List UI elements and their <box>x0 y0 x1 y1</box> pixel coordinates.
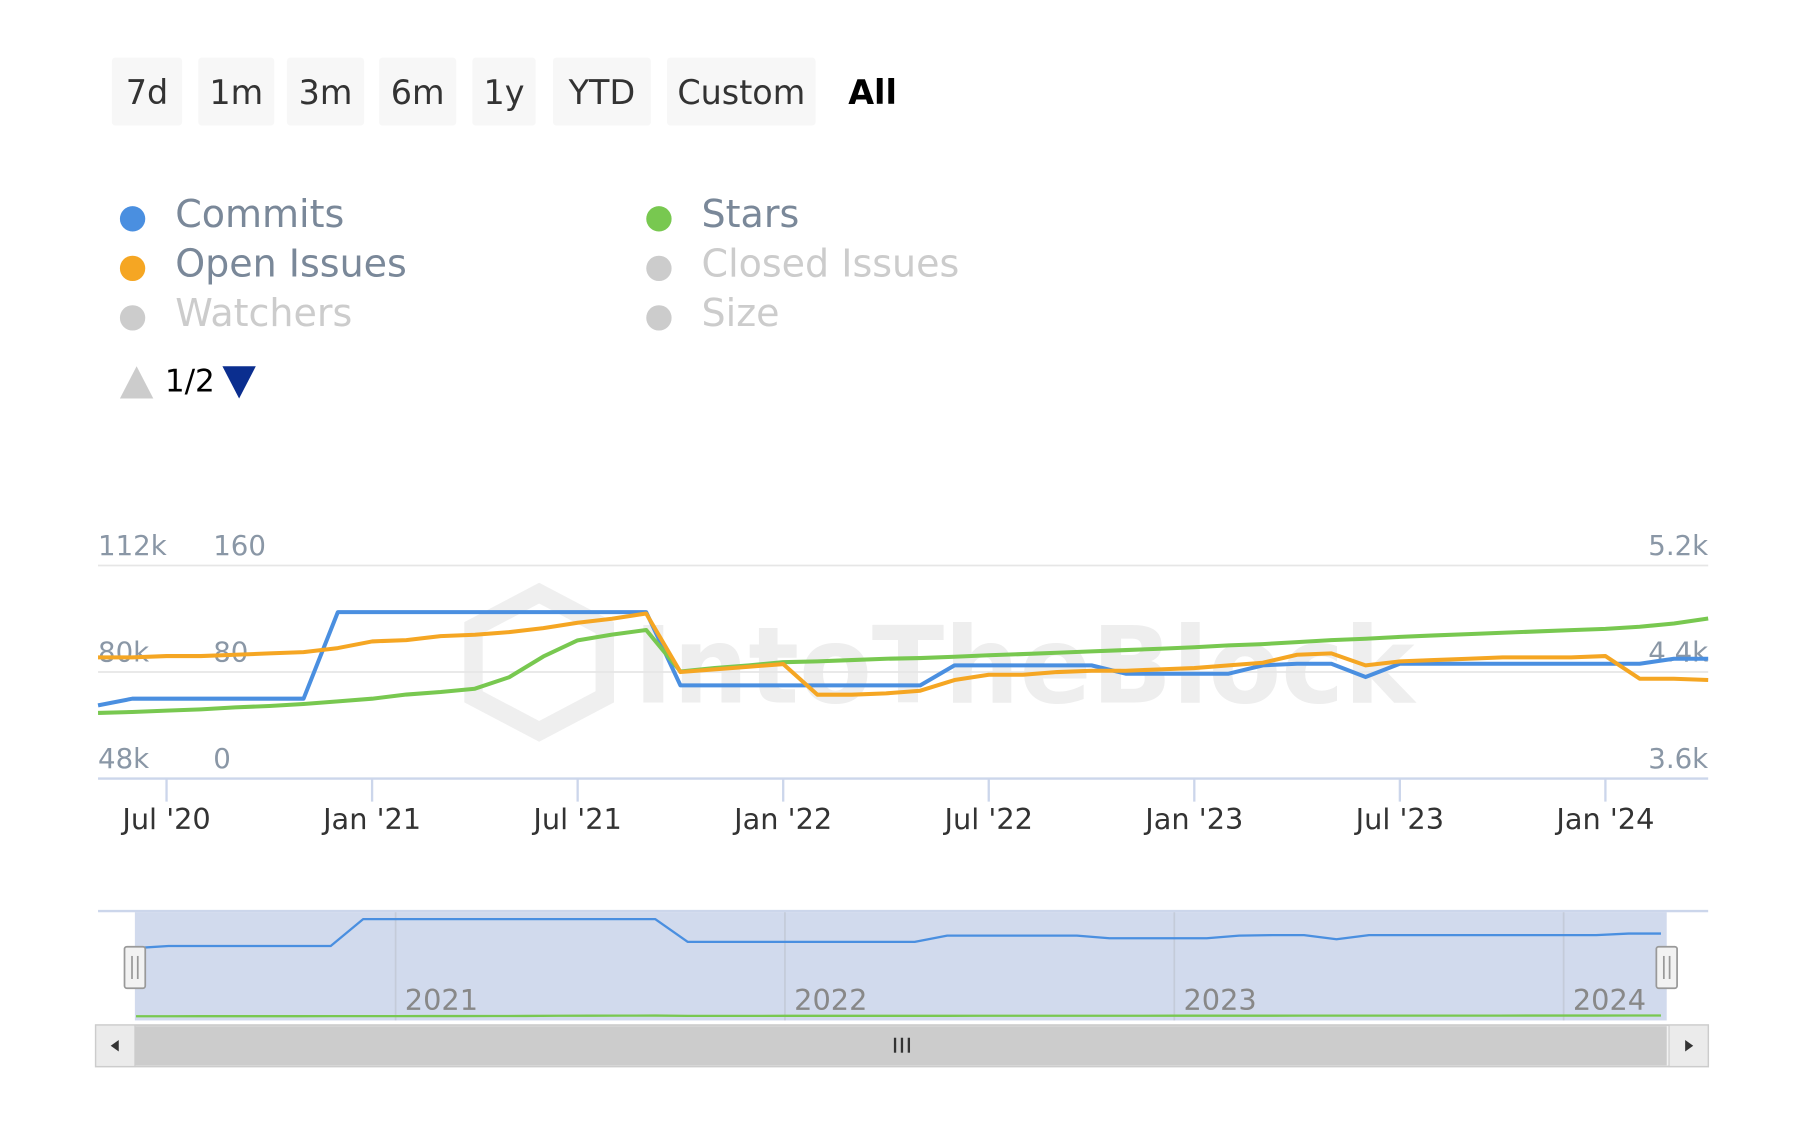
range-button-label[interactable]: Custom <box>677 73 805 112</box>
range-button-label[interactable]: 1m <box>209 73 263 112</box>
y-tick-label: 80k <box>98 636 149 669</box>
range-button[interactable] <box>472 57 536 126</box>
x-tick-label: Jan '24 <box>1554 802 1654 836</box>
range-button[interactable] <box>666 57 816 126</box>
legend-label[interactable]: Stars <box>702 192 800 236</box>
legend-label[interactable]: Commits <box>175 192 344 236</box>
range-button[interactable] <box>198 57 275 126</box>
range-button-label[interactable]: 7d <box>126 73 168 112</box>
navigator-handle[interactable] <box>1655 945 1678 990</box>
legend-marker[interactable] <box>646 305 672 331</box>
range-button-label[interactable]: 3m <box>299 73 353 112</box>
y2-tick-label: 160 <box>213 529 266 562</box>
navigator-tick-label: 2024 <box>1573 983 1646 1017</box>
navigator-mask <box>134 912 1667 1021</box>
range-button-label[interactable]: YTD <box>568 73 636 112</box>
range-button[interactable] <box>286 57 365 126</box>
series-line <box>97 616 1709 715</box>
y-tick-label: 112k <box>98 529 167 562</box>
navigator-line <box>135 917 1661 950</box>
legend-marker[interactable] <box>119 206 146 232</box>
scrollbar-left-arrow <box>110 1040 119 1052</box>
x-tick-label: Jan '22 <box>732 802 832 836</box>
legend-label[interactable]: Closed Issues <box>702 242 960 286</box>
scrollbar-right-arrow <box>1685 1040 1694 1052</box>
navigator-tick-label: 2023 <box>1183 983 1256 1017</box>
legend-page: 1/2 <box>165 363 215 399</box>
series-line <box>98 611 1709 697</box>
legend-marker[interactable] <box>646 206 672 232</box>
series-line <box>97 610 1709 708</box>
x-tick-label: Jul '21 <box>531 802 621 836</box>
x-tick-label: Jan '23 <box>1143 802 1243 836</box>
legend-page-up[interactable] <box>119 366 154 399</box>
legend-page-down[interactable] <box>222 366 256 399</box>
range-button-label[interactable]: All <box>848 73 897 112</box>
range-button-label[interactable]: 6m <box>391 73 445 112</box>
legend-label[interactable]: Size <box>702 291 780 335</box>
range-button-label[interactable]: 1y <box>484 73 525 112</box>
navigator-handle[interactable] <box>123 945 147 990</box>
y2-tick-label: 0 <box>213 742 231 775</box>
navigator-tick-label: 2021 <box>405 983 478 1017</box>
legend-marker[interactable] <box>119 255 146 282</box>
y3-tick-label: 4.4k <box>1648 636 1708 669</box>
x-tick-label: Jan '21 <box>321 802 421 836</box>
y2-tick-label: 80 <box>213 636 248 669</box>
y3-tick-label: 3.6k <box>1648 742 1708 775</box>
legend-marker[interactable] <box>646 255 672 282</box>
watermark-logo <box>464 582 615 742</box>
x-tick-label: Jul '20 <box>120 802 210 836</box>
range-button[interactable] <box>379 57 457 126</box>
navigator-line <box>136 1014 1661 1018</box>
y3-tick-label: 5.2k <box>1648 529 1708 562</box>
range-button[interactable] <box>552 57 651 126</box>
range-button[interactable] <box>111 57 183 126</box>
navigator-tick-label: 2022 <box>794 983 867 1017</box>
legend-label[interactable]: Watchers <box>175 291 352 335</box>
x-tick-label: Jul '22 <box>943 802 1033 836</box>
legend-marker[interactable] <box>119 305 146 331</box>
legend-label[interactable]: Open Issues <box>175 242 407 286</box>
y-tick-label: 48k <box>98 742 149 775</box>
x-tick-label: Jul '23 <box>1354 802 1444 836</box>
